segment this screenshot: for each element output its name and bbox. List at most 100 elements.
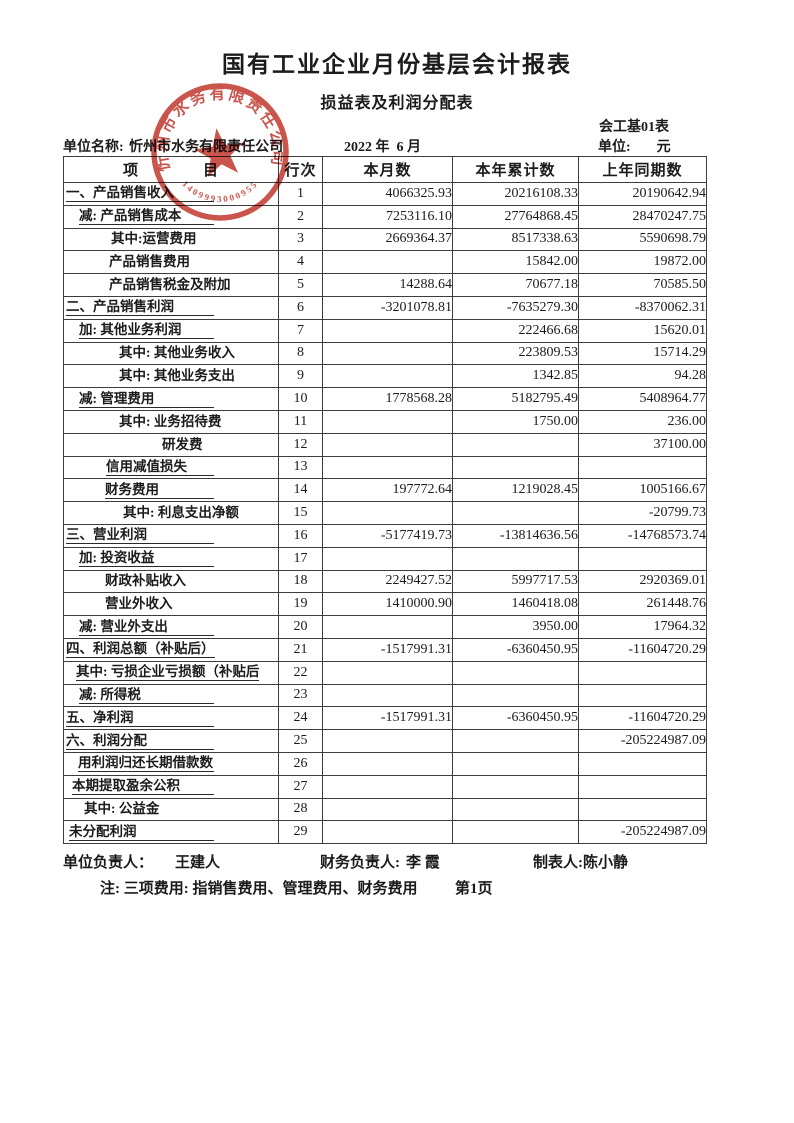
table-row: 四、利润总额（补贴后） 21 -1517991.31 -6360450.95 -1160… bbox=[63, 637, 707, 662]
row-ytd-value: 5182795.49 bbox=[452, 387, 579, 411]
row-month-value bbox=[322, 683, 453, 708]
row-prev-year-value: 17964.32 bbox=[578, 615, 707, 639]
row-label-cell: 减: 管理费用 bbox=[63, 387, 279, 411]
row-ytd-value bbox=[452, 455, 579, 480]
tabulator-name: 陈小静 bbox=[583, 855, 629, 871]
table-row: 六、利润分配 25 -205224987.09 bbox=[63, 729, 707, 753]
row-line-no: 21 bbox=[278, 637, 323, 662]
row-label-cell: 减: 营业外支出 bbox=[63, 615, 279, 639]
row-line-no: 6 bbox=[278, 295, 323, 320]
row-prev-year-value: -14768573.74 bbox=[578, 523, 707, 548]
row-label: 二、产品销售利润 bbox=[66, 299, 214, 317]
row-line-no: 9 bbox=[278, 364, 323, 389]
row-label-cell: 产品销售费用 bbox=[63, 250, 279, 275]
row-month-value bbox=[322, 729, 453, 753]
document-title: 国有工业企业月份基层会计报表 bbox=[222, 52, 572, 77]
row-month-value bbox=[322, 341, 453, 366]
row-label: 用利润归还长期借款数 bbox=[78, 755, 214, 773]
form-code: 会工基01表 bbox=[599, 120, 669, 135]
row-prev-year-value bbox=[578, 546, 707, 571]
row-prev-year-value: 261448.76 bbox=[578, 592, 707, 617]
seal-serial-text: 1409993000955 bbox=[180, 178, 260, 204]
row-line-no: 25 bbox=[278, 729, 323, 753]
row-label-cell: 本期提取盈余公积 bbox=[63, 774, 279, 799]
table-row: 产品销售税金及附加 5 14288.64 70677.18 70585.50 bbox=[63, 273, 707, 297]
row-month-value bbox=[322, 615, 453, 639]
row-ytd-value bbox=[452, 729, 579, 753]
row-line-no: 29 bbox=[278, 820, 323, 845]
row-month-value: 7253116.10 bbox=[322, 204, 453, 229]
row-label: 一、产品销售收入 bbox=[66, 185, 214, 203]
row-label: 财政补贴收入 bbox=[105, 573, 186, 589]
row-ytd-value: -13814636.56 bbox=[452, 523, 579, 548]
table-row: 信用减值损失 13 bbox=[63, 455, 707, 480]
row-ytd-value: 15842.00 bbox=[452, 250, 579, 275]
table-row: 其中: 亏损企业亏损额（补贴后 22 bbox=[63, 660, 707, 685]
document-subtitle: 损益表及利润分配表 bbox=[320, 95, 474, 112]
row-line-no: 24 bbox=[278, 706, 323, 731]
seal-ring bbox=[151, 83, 289, 221]
row-label: 其中: 亏损企业亏损额（补贴后 bbox=[76, 664, 260, 682]
row-label: 未分配利润 bbox=[69, 824, 214, 841]
table-row: 五、净利润 24 -1517991.31 -6360450.95 -11604720.2… bbox=[63, 706, 707, 731]
table-row: 其中: 其他业务收入 8 223809.53 15714.29 bbox=[63, 341, 707, 366]
row-prev-year-value: 94.28 bbox=[578, 364, 707, 389]
table-row: 减: 所得税 23 bbox=[63, 683, 707, 708]
row-label: 五、净利润 bbox=[66, 710, 214, 727]
finance-head-label: 财务负责人: bbox=[320, 855, 400, 871]
row-month-value: -3201078.81 bbox=[322, 295, 453, 320]
row-line-no: 20 bbox=[278, 615, 323, 639]
tabulator-label: 制表人: bbox=[533, 855, 583, 871]
report-period: 2022 年 6 月 bbox=[344, 140, 421, 155]
row-label: 其中: 业务招待费 bbox=[119, 413, 222, 429]
row-label-cell: 其中: 业务招待费 bbox=[63, 409, 279, 434]
row-ytd-value: 1460418.08 bbox=[452, 592, 579, 617]
table-row: 三、营业利润 16 -5177419.73 -13814636.56 -14768573… bbox=[63, 523, 707, 548]
footnote: 注: 三项费用: 指销售费用、管理费用、财务费用 bbox=[100, 881, 418, 897]
row-prev-year-value: 15620.01 bbox=[578, 318, 707, 343]
row-line-no: 18 bbox=[278, 569, 323, 594]
row-month-value: 2669364.37 bbox=[322, 227, 453, 252]
row-label-cell: 营业外收入 bbox=[63, 592, 279, 617]
row-prev-year-value: 20190642.94 bbox=[578, 182, 707, 206]
row-ytd-value bbox=[452, 820, 579, 845]
row-month-value bbox=[322, 660, 453, 685]
row-prev-year-value: 15714.29 bbox=[578, 341, 707, 366]
row-line-no: 28 bbox=[278, 797, 323, 822]
row-ytd-value bbox=[452, 774, 579, 799]
row-line-no: 23 bbox=[278, 683, 323, 708]
table-row: 用利润归还长期借款数 26 bbox=[63, 751, 707, 776]
row-label-cell: 用利润归还长期借款数 bbox=[63, 751, 279, 776]
table-row: 其中: 公益金 28 bbox=[63, 797, 707, 822]
row-line-no: 12 bbox=[278, 432, 323, 457]
row-ytd-value: -6360450.95 bbox=[452, 706, 579, 731]
row-line-no: 5 bbox=[278, 273, 323, 297]
row-line-no: 26 bbox=[278, 751, 323, 776]
row-month-value bbox=[322, 250, 453, 275]
profit-loss-table: 项 目 行次 本月数 本年累计数 上年同期数 一、产品销售收入 1 4066325.… bbox=[63, 156, 707, 845]
row-label: 本期提取盈余公积 bbox=[72, 778, 214, 796]
row-month-value bbox=[322, 318, 453, 343]
row-label: 减: 营业外支出 bbox=[79, 619, 214, 636]
row-line-no: 19 bbox=[278, 592, 323, 617]
row-month-value bbox=[322, 432, 453, 457]
table-row: 减: 产品销售成本 2 7253116.10 27764868.45 28470247.… bbox=[63, 204, 707, 229]
table-row: 减: 管理费用 10 1778568.28 5182795.49 5408964.77 bbox=[63, 387, 707, 411]
row-label-cell: 六、利润分配 bbox=[63, 729, 279, 753]
row-month-value: -1517991.31 bbox=[322, 637, 453, 662]
row-label-cell: 其中:运营费用 bbox=[63, 227, 279, 252]
row-label-cell: 未分配利润 bbox=[63, 820, 279, 845]
table-row: 加: 投资收益 17 bbox=[63, 546, 707, 571]
row-line-no: 15 bbox=[278, 501, 323, 525]
row-prev-year-value bbox=[578, 455, 707, 480]
row-ytd-value: 1342.85 bbox=[452, 364, 579, 389]
currency-unit: 单位: 元 bbox=[598, 136, 671, 156]
row-ytd-value: -6360450.95 bbox=[452, 637, 579, 662]
table-row: 财务费用 14 197772.64 1219028.45 1005166.67 bbox=[63, 478, 707, 503]
row-month-value: 4066325.93 bbox=[322, 182, 453, 206]
row-month-value: 2249427.52 bbox=[322, 569, 453, 594]
row-label: 财务费用 bbox=[105, 482, 214, 499]
row-line-no: 17 bbox=[278, 546, 323, 571]
row-prev-year-value: 37100.00 bbox=[578, 432, 707, 457]
table-row: 研发费 12 37100.00 bbox=[63, 432, 707, 457]
